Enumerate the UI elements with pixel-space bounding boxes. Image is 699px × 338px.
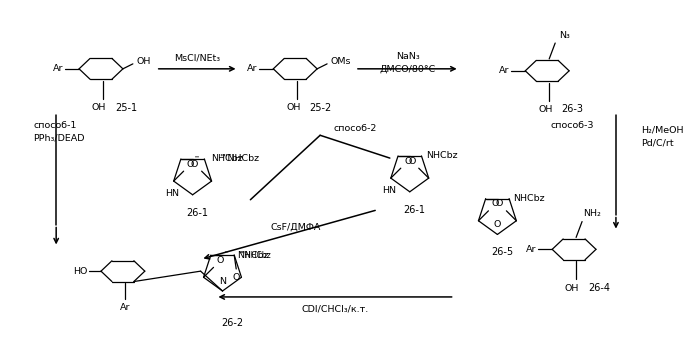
Text: ДМСО/80°C: ДМСО/80°C	[380, 64, 436, 73]
Text: O: O	[404, 157, 412, 166]
Text: способ-2: способ-2	[333, 124, 377, 133]
Text: OH: OH	[136, 57, 151, 66]
Text: HN: HN	[165, 189, 179, 198]
Text: Ar: Ar	[53, 64, 64, 73]
Text: Pd/C/rt: Pd/C/rt	[641, 139, 673, 148]
Text: NHCbz: NHCbz	[514, 194, 545, 203]
Text: 26-1: 26-1	[404, 205, 426, 215]
Text: 25-1: 25-1	[115, 102, 137, 113]
Text: "": ""	[195, 155, 200, 161]
Text: 26-4: 26-4	[588, 283, 610, 293]
Text: O: O	[233, 273, 240, 283]
Text: PPh₃/DEAD: PPh₃/DEAD	[34, 134, 85, 143]
Text: O: O	[408, 157, 415, 166]
Text: N: N	[219, 276, 226, 286]
Text: способ-3: способ-3	[551, 121, 594, 130]
Text: NaN₃: NaN₃	[396, 52, 419, 62]
Text: HO: HO	[73, 267, 87, 276]
Text: 26-1: 26-1	[187, 208, 208, 218]
Text: CsF/ДМФА: CsF/ДМФА	[270, 223, 320, 232]
Text: N₃: N₃	[559, 31, 570, 40]
Text: NHCbz: NHCbz	[426, 151, 458, 161]
Text: 26-2: 26-2	[222, 318, 243, 328]
Text: 26-3: 26-3	[561, 104, 583, 115]
Text: OH: OH	[92, 103, 106, 112]
Text: 26-5: 26-5	[491, 247, 514, 257]
Text: O: O	[191, 160, 199, 169]
Text: O: O	[491, 199, 499, 209]
Text: "": ""	[225, 250, 229, 256]
Text: Ar: Ar	[499, 66, 510, 75]
Text: NHCbz: NHCbz	[211, 154, 243, 163]
Text: 25-2: 25-2	[309, 102, 331, 113]
Text: OH: OH	[538, 105, 552, 114]
Text: O: O	[493, 220, 501, 229]
Text: Ar: Ar	[247, 64, 258, 73]
Text: OH: OH	[565, 284, 579, 292]
Text: OMs: OMs	[331, 57, 352, 66]
Text: O: O	[217, 256, 224, 265]
Text: OH: OH	[286, 103, 301, 112]
Text: HN: HN	[382, 186, 396, 195]
Text: ""NHCbz: ""NHCbz	[219, 154, 259, 163]
Text: MsCl/NEt₃: MsCl/NEt₃	[175, 53, 221, 63]
Text: Ar: Ar	[526, 245, 537, 254]
Text: CDI/CHCl₃/к.т.: CDI/CHCl₃/к.т.	[301, 304, 368, 313]
Text: O: O	[496, 199, 503, 209]
Text: NHCbz: NHCbz	[237, 250, 268, 260]
Text: H₂/MeOH: H₂/MeOH	[641, 126, 684, 135]
Text: Ar: Ar	[120, 303, 130, 312]
Text: O: O	[187, 160, 194, 169]
Text: способ-1: способ-1	[34, 121, 77, 130]
Text: NH₂: NH₂	[583, 209, 601, 218]
Text: ""NHCbz: ""NHCbz	[238, 250, 271, 260]
